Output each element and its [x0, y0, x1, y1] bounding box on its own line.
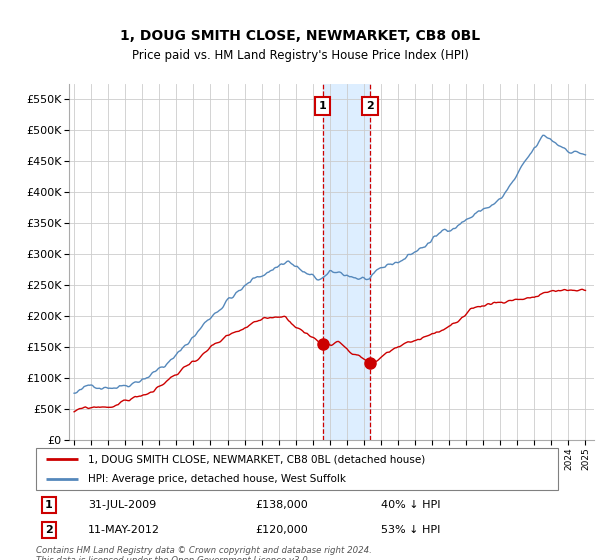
- Text: 31-JUL-2009: 31-JUL-2009: [88, 500, 157, 510]
- Text: 1: 1: [319, 101, 326, 111]
- Text: 1: 1: [45, 500, 53, 510]
- Text: £120,000: £120,000: [255, 525, 308, 535]
- Text: Price paid vs. HM Land Registry's House Price Index (HPI): Price paid vs. HM Land Registry's House …: [131, 49, 469, 63]
- Text: 11-MAY-2012: 11-MAY-2012: [88, 525, 160, 535]
- Text: HPI: Average price, detached house, West Suffolk: HPI: Average price, detached house, West…: [88, 474, 346, 484]
- Text: 1, DOUG SMITH CLOSE, NEWMARKET, CB8 0BL: 1, DOUG SMITH CLOSE, NEWMARKET, CB8 0BL: [120, 29, 480, 44]
- Bar: [323, 84, 370, 440]
- Text: 40% ↓ HPI: 40% ↓ HPI: [380, 500, 440, 510]
- FancyBboxPatch shape: [36, 448, 558, 490]
- Text: Contains HM Land Registry data © Crown copyright and database right 2024.
This d: Contains HM Land Registry data © Crown c…: [36, 546, 372, 560]
- Text: 1, DOUG SMITH CLOSE, NEWMARKET, CB8 0BL (detached house): 1, DOUG SMITH CLOSE, NEWMARKET, CB8 0BL …: [88, 454, 425, 464]
- Text: 2: 2: [366, 101, 374, 111]
- Text: 53% ↓ HPI: 53% ↓ HPI: [380, 525, 440, 535]
- Text: £138,000: £138,000: [255, 500, 308, 510]
- Text: 2: 2: [45, 525, 53, 535]
